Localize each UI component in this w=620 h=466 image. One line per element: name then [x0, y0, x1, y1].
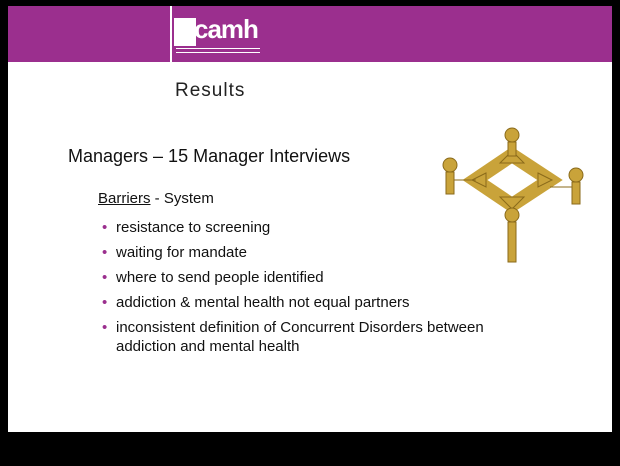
logo: camh — [194, 14, 258, 45]
divider — [170, 6, 172, 62]
logo-mark — [174, 18, 196, 46]
heading: Managers – 15 Manager Interviews — [68, 146, 350, 167]
header-band — [8, 6, 612, 62]
slide-title: Results — [175, 80, 245, 102]
subheading-underlined: Barriers — [98, 190, 151, 207]
bullet: addiction & mental health not equal part… — [100, 293, 520, 312]
slide: camh Results Managers – 15 Manager Inter… — [0, 0, 620, 466]
logo-underline — [176, 48, 260, 53]
subheading: Barriers - System — [98, 190, 214, 207]
subheading-rest: - System — [151, 190, 214, 207]
illustration — [440, 125, 585, 285]
bullet: inconsistent definition of Concurrent Di… — [100, 318, 520, 356]
